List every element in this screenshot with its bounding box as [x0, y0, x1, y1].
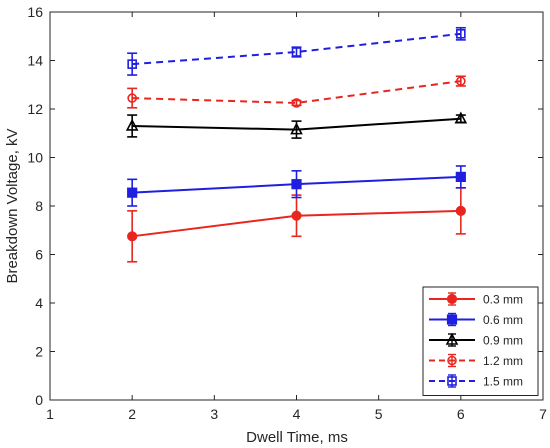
x-tick-label: 2: [128, 406, 136, 422]
x-axis-title: Dwell Time, ms: [246, 429, 348, 446]
legend-marker-sample: [445, 332, 459, 345]
data-point: [456, 76, 466, 86]
y-tick-label: 8: [35, 198, 43, 214]
x-tick-label: 3: [210, 406, 218, 422]
series-line: [132, 32, 461, 66]
y-tick-label: 4: [35, 295, 43, 311]
data-point: [127, 93, 137, 103]
data-point: [125, 118, 139, 131]
legend-entry: 1.5 mm: [429, 374, 523, 389]
legend-marker-sample: [446, 293, 458, 305]
data-point: [291, 47, 302, 57]
data-point: [290, 122, 303, 135]
x-tick-label: 6: [457, 406, 465, 422]
data-point: [127, 187, 138, 198]
legend-marker-sample: [447, 355, 457, 366]
series-line: [132, 80, 461, 104]
y-tick-label: 12: [27, 101, 43, 117]
series-1-2-mm: [127, 75, 466, 109]
legend-entry: 0.6 mm: [429, 312, 523, 327]
x-tick-label: 4: [293, 406, 301, 422]
y-tick-label: 10: [27, 150, 43, 166]
data-point: [127, 231, 138, 242]
series-0-9-mm: [125, 111, 468, 139]
data-point: [456, 29, 466, 39]
data-point: [127, 59, 137, 69]
x-tick-label: 1: [46, 406, 54, 422]
y-tick-label: 6: [35, 247, 43, 263]
series-0-3-mm: [127, 187, 466, 263]
y-tick-label: 0: [35, 392, 43, 408]
legend-marker-sample: [446, 314, 458, 325]
data-point: [291, 210, 302, 221]
y-axis-title: Breakdown Voltage, kV: [4, 128, 21, 283]
legend-marker-sample: [447, 376, 457, 386]
legend-entry: 1.2 mm: [429, 353, 523, 368]
legend-entry: 0.9 mm: [429, 332, 523, 348]
legend-label: 1.2 mm: [483, 354, 523, 368]
legend: 0.3 mm 0.6 mm 0.9 mm 1.2 mm 1.5 mm: [422, 286, 539, 396]
legend-label: 1.5 mm: [483, 375, 523, 389]
data-point: [455, 205, 466, 216]
legend-label: 0.9 mm: [483, 334, 523, 348]
x-tick-label: 5: [375, 406, 383, 422]
data-point: [291, 98, 302, 108]
series-0-6-mm: [127, 165, 466, 207]
data-point: [291, 179, 302, 190]
y-tick-label: 2: [35, 344, 43, 360]
legend-label: 0.6 mm: [483, 313, 523, 327]
series-1-5-mm: [127, 26, 466, 76]
legend-label: 0.3 mm: [483, 293, 523, 307]
y-tick-label: 14: [27, 53, 43, 69]
x-tick-label: 7: [539, 406, 547, 422]
y-tick-label: 16: [27, 4, 43, 20]
legend-entry: 0.3 mm: [429, 292, 523, 307]
data-point: [454, 111, 468, 124]
legend-box: [422, 286, 539, 396]
data-point: [455, 171, 466, 182]
